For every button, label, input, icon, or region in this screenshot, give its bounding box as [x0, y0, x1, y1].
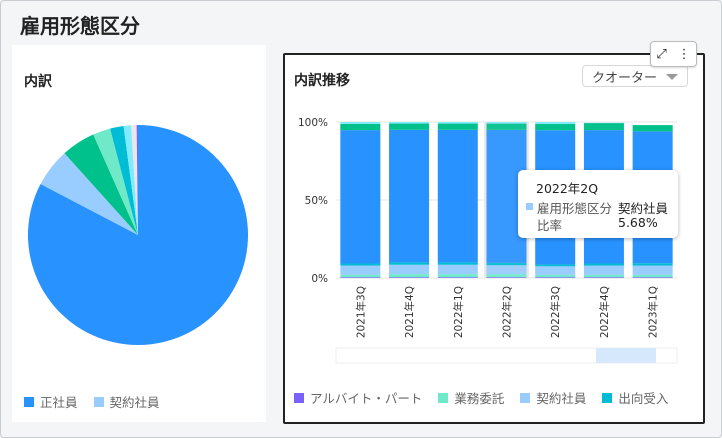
legend-label: 契約社員: [109, 395, 160, 410]
breakdown-title: 内訳: [24, 74, 52, 90]
tooltip-value-label: 比率: [537, 218, 563, 233]
legend-label: アルバイト・パート: [310, 391, 423, 406]
legend-label: 正社員: [40, 395, 78, 410]
breakdown-card: 内訳 正社員 契約社員: [12, 45, 266, 422]
chart-tooltip: 2022年2Q 雇用形態区分 比率 契約社員 5.68%: [518, 170, 678, 238]
card-toolbar: ⤢ ⋮: [650, 41, 697, 67]
legend-swatch: [438, 392, 449, 403]
page-title: 雇用形態区分: [20, 14, 140, 38]
legend-item[interactable]: 出向受入: [602, 388, 668, 407]
pie-legend: 正社員 契約社員: [24, 392, 160, 411]
pie-slice: [136, 125, 138, 235]
period-select-value: クオーター: [592, 70, 658, 86]
tooltip-swatch: [526, 203, 533, 210]
trend-card: 内訳推移 クオーター アルバイト・パート 業務委託 契約社員 出向受入: [283, 53, 705, 424]
pie-slice: [40, 153, 139, 235]
legend-label: 出向受入: [618, 391, 669, 406]
pie-slice: [131, 125, 138, 235]
tooltip-title: 2022年2Q: [536, 181, 599, 196]
legend-swatch: [602, 392, 613, 403]
legend-item[interactable]: 契約社員: [520, 388, 586, 407]
tooltip-series-label: 雇用形態区分: [537, 201, 613, 216]
pie-slice: [64, 134, 138, 235]
bar-legend: アルバイト・パート 業務委託 契約社員 出向受入: [294, 388, 668, 407]
legend-swatch: [520, 392, 531, 403]
pie-slice: [27, 125, 248, 345]
pie-chart: [27, 125, 248, 345]
vertical-ellipsis-icon[interactable]: ⋮: [677, 46, 691, 62]
expand-arrows-icon[interactable]: ⤢: [656, 46, 667, 62]
pie-slice: [123, 125, 138, 235]
legend-item[interactable]: 業務委託: [438, 388, 504, 407]
tooltip-value: 5.68%: [618, 215, 658, 230]
legend-item[interactable]: 正社員: [24, 392, 78, 411]
pie-slice: [110, 125, 138, 235]
legend-swatch: [294, 392, 304, 403]
tooltip-category: 契約社員: [618, 201, 669, 216]
legend-label: 契約社員: [536, 391, 587, 406]
pie-slice: [93, 128, 138, 235]
chevron-down-icon: [666, 74, 678, 80]
legend-item[interactable]: 契約社員: [93, 392, 160, 411]
legend-swatch: [24, 396, 34, 407]
legend-label: 業務委託: [454, 391, 505, 406]
period-select[interactable]: クオーター: [582, 65, 688, 87]
legend-swatch: [93, 396, 104, 407]
legend-item[interactable]: アルバイト・パート: [294, 388, 422, 407]
trend-title: 内訳推移: [294, 73, 350, 89]
